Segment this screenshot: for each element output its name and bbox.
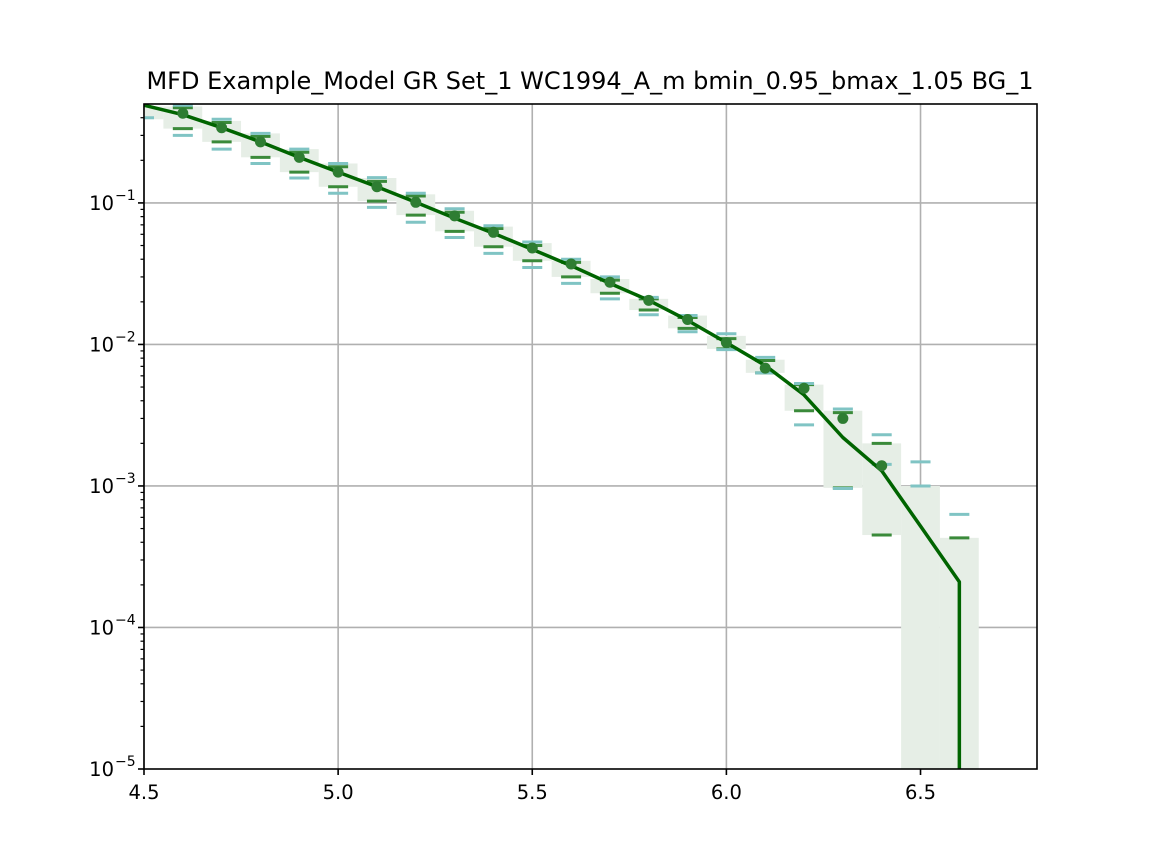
chart-title: MFD Example_Model GR Set_1 WC1994_A_m bm… [146,67,1033,95]
data-point [798,382,810,394]
data-point [410,196,422,208]
data-point [216,122,228,134]
data-point [332,166,344,178]
data-point [371,181,383,193]
y-tick-exponent: −4 [115,612,136,628]
data-point [837,412,849,424]
data-point [293,151,305,163]
x-tick-label: 5.0 [323,781,354,804]
y-tick-exponent: −5 [115,754,136,770]
y-tick-label: 10 [89,192,114,215]
axis-ticks: 4.5 5.0 5.5 6.0 6.510−510−410−310−210−1 [89,117,936,804]
y-tick-exponent: −3 [115,471,136,487]
data-point [449,210,461,222]
data-point [487,226,499,238]
band-segment [901,485,940,769]
data-point [682,314,694,326]
observed-points [177,107,888,472]
uncertainty-band [144,106,979,769]
data-point [254,136,266,148]
y-tick-label: 10 [89,758,114,781]
plot-frame [143,103,1038,770]
data-point [177,107,189,119]
x-tick-label: 6.5 [905,781,936,804]
y-tick-label: 10 [89,475,114,498]
data-point [526,242,538,254]
data-point [643,294,655,306]
data-point [876,460,888,472]
x-tick-label: 4.5 [128,781,159,804]
x-tick-label: 6.0 [711,781,742,804]
data-point [720,337,732,349]
grid-layer [143,104,1037,769]
y-tick-exponent: −2 [115,329,136,345]
y-tick-label: 10 [89,333,114,356]
y-tick-label: 10 [89,616,114,639]
data-point [565,258,577,270]
x-tick-label: 5.5 [517,781,548,804]
data-point [759,362,771,374]
data-point [604,276,616,288]
y-tick-exponent: −1 [115,188,136,204]
